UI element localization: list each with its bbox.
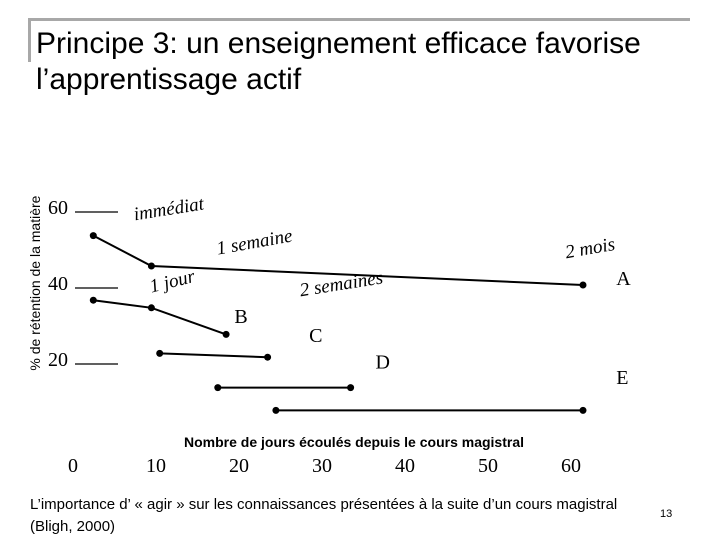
x-tick-label: 50 — [478, 455, 498, 477]
data-point-b — [89, 296, 97, 304]
retention-chart: % de rétention de la matière 20 40 60 0 10 20 3… — [27, 193, 631, 477]
series-label: A — [616, 268, 631, 290]
data-point-a — [147, 262, 155, 270]
data-point-e — [272, 406, 280, 414]
interval-label: 1 semaine — [215, 226, 294, 260]
interval-label: immédiat — [132, 193, 206, 225]
data-point-d — [214, 384, 222, 392]
data-point-b — [147, 304, 155, 312]
y-tick-label: 20 — [48, 349, 68, 371]
title-bracket — [28, 18, 690, 62]
chart-series — [89, 232, 587, 414]
series-label: E — [616, 367, 628, 389]
x-tick-label: 40 — [395, 455, 415, 477]
interval-label: 1 jour — [148, 266, 198, 298]
data-point-b — [222, 330, 230, 338]
series-label: C — [309, 325, 322, 347]
page-number: 13 — [660, 508, 673, 520]
series-line-c — [159, 352, 268, 359]
data-point-c — [264, 353, 272, 361]
series-line-b — [93, 299, 227, 336]
x-tick-label: 10 — [146, 455, 166, 477]
data-point-c — [156, 349, 164, 357]
x-tick-label: 20 — [229, 455, 249, 477]
slide-title: Principe 3: un enseignement efficace fav… — [36, 27, 641, 96]
figure-caption: L’importance d’ « agir » sur les connais… — [30, 496, 618, 535]
x-tick-label: 30 — [312, 455, 332, 477]
y-tick-label: 40 — [48, 273, 68, 295]
x-tick-label: 0 — [68, 455, 78, 477]
x-tick-label: 60 — [561, 455, 581, 477]
interval-label: 2 mois — [564, 234, 617, 263]
series-label: B — [234, 306, 247, 328]
chart-axes: % de rétention de la matière 20 40 60 0 10 20 3… — [27, 195, 581, 477]
data-point-d — [347, 384, 355, 392]
y-tick-label: 60 — [48, 197, 68, 219]
data-point-a — [89, 232, 97, 240]
y-axis-label: % de rétention de la matière — [27, 195, 43, 370]
data-point-a — [579, 281, 587, 289]
series-label: D — [376, 352, 390, 374]
x-axis-label: Nombre de jours écoulés depuis le cours … — [184, 434, 524, 450]
data-point-e — [579, 406, 587, 414]
